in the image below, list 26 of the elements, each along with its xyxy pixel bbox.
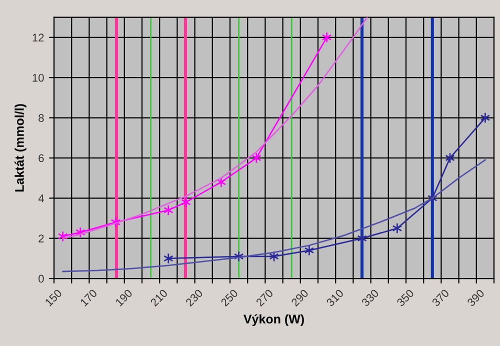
y-tick-label: 6 xyxy=(38,154,44,162)
x-tick-label: 150 xyxy=(44,288,62,307)
x-tick-label: 170 xyxy=(80,288,98,307)
x-tick-label: 250 xyxy=(220,288,238,307)
x-tick-label: 350 xyxy=(396,288,414,307)
y-tick-label: 10 xyxy=(32,74,44,82)
y-tick-label: 8 xyxy=(38,114,44,122)
x-tick-label: 370 xyxy=(431,288,450,307)
x-axis-title: Výkon (W) xyxy=(244,314,304,326)
y-axis-title: Laktát (mmol/l) xyxy=(14,104,26,192)
x-tick-label: 290 xyxy=(290,288,309,307)
line-series xyxy=(62,159,486,272)
x-tick-label: 230 xyxy=(185,288,204,307)
x-tick-label: 270 xyxy=(256,288,274,307)
point xyxy=(251,152,262,164)
y-tick-label: 12 xyxy=(32,34,44,42)
point xyxy=(163,252,174,264)
y-tick-label: 4 xyxy=(38,194,44,202)
x-tick-label: 210 xyxy=(150,288,168,307)
y-tick-label: 0 xyxy=(38,274,44,283)
x-tick-label: 390 xyxy=(466,288,485,307)
x-tick-label: 330 xyxy=(361,288,380,307)
y-tick-label: 2 xyxy=(38,234,44,242)
x-tick-label: 310 xyxy=(326,288,344,307)
x-tick-label: 190 xyxy=(114,288,133,307)
point xyxy=(322,32,332,43)
